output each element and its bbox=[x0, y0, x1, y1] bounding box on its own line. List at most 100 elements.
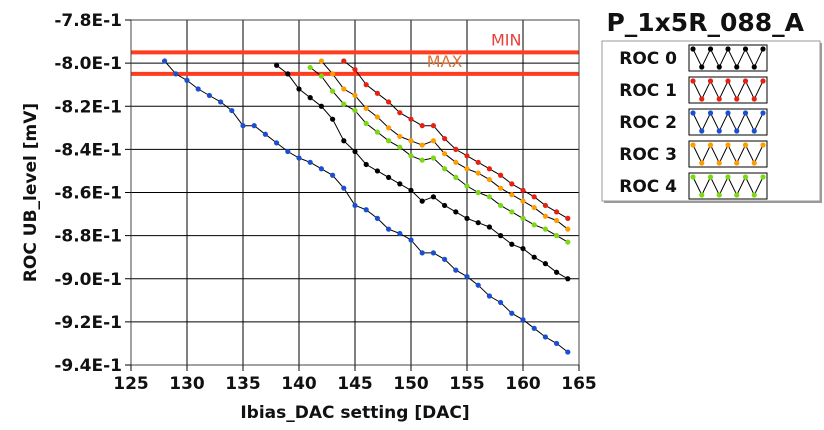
legend: ROC 0 ROC 1 ROC 2 ROC 3 ROC 4 bbox=[601, 40, 822, 203]
data-point bbox=[554, 269, 560, 275]
y-tick-label: -9.0E-1 bbox=[54, 270, 122, 290]
y-tick-label: -7.8E-1 bbox=[54, 11, 122, 31]
data-point bbox=[363, 105, 369, 112]
y-tick-label: -8.8E-1 bbox=[54, 227, 122, 247]
data-point bbox=[486, 176, 492, 183]
data-point bbox=[475, 189, 481, 196]
data-point bbox=[475, 170, 481, 176]
data-point bbox=[408, 153, 414, 159]
data-point bbox=[352, 107, 358, 114]
legend-swatch-point bbox=[699, 192, 705, 198]
data-point bbox=[442, 151, 448, 157]
legend-swatch-point bbox=[734, 96, 740, 102]
data-point bbox=[554, 233, 560, 239]
x-tick-label: 130 bbox=[169, 374, 205, 394]
series-roc-3 bbox=[318, 58, 571, 232]
data-point bbox=[464, 215, 470, 221]
data-point bbox=[542, 334, 549, 340]
legend-swatch-point bbox=[742, 78, 749, 84]
data-point bbox=[318, 73, 324, 79]
data-point bbox=[520, 317, 526, 323]
data-point bbox=[542, 226, 549, 232]
data-point bbox=[408, 237, 414, 243]
data-point bbox=[419, 250, 425, 256]
y-axis-title: ROC UB_level [mV] bbox=[21, 103, 41, 282]
legend-swatch-point bbox=[760, 142, 766, 148]
chart-title: P_1x5R_088_A bbox=[606, 8, 804, 37]
legend-swatch-point bbox=[690, 46, 696, 52]
legend-swatch-point bbox=[742, 46, 749, 52]
data-point bbox=[464, 273, 470, 280]
data-point bbox=[363, 120, 369, 127]
y-tick-label: -8.2E-1 bbox=[54, 97, 122, 117]
series-roc-2 bbox=[162, 58, 571, 355]
data-point bbox=[352, 66, 358, 73]
data-point bbox=[341, 185, 347, 191]
series-roc-0 bbox=[274, 62, 571, 282]
data-point bbox=[531, 325, 537, 331]
legend-label: ROC 1 bbox=[619, 81, 677, 101]
legend-swatch-point bbox=[699, 160, 705, 166]
data-point bbox=[374, 129, 380, 135]
data-point bbox=[341, 58, 347, 64]
y-tick-label: -8.4E-1 bbox=[54, 140, 122, 160]
data-point bbox=[531, 254, 537, 260]
data-point bbox=[285, 148, 291, 155]
data-point bbox=[262, 131, 268, 137]
x-tick-label: 135 bbox=[225, 374, 261, 394]
data-point bbox=[330, 88, 336, 94]
data-point bbox=[374, 215, 380, 221]
limit-label-min: MIN bbox=[491, 30, 522, 49]
data-point bbox=[509, 310, 515, 316]
data-point bbox=[184, 77, 190, 83]
legend-swatch-point bbox=[734, 160, 740, 166]
data-point bbox=[430, 194, 436, 200]
legend-swatch-point bbox=[707, 174, 714, 180]
data-point bbox=[206, 92, 212, 99]
data-point bbox=[542, 261, 549, 267]
data-point bbox=[542, 213, 549, 219]
legend-swatch-point bbox=[725, 174, 731, 180]
legend-swatch-point bbox=[742, 142, 749, 148]
legend-swatch-point bbox=[690, 174, 696, 180]
x-axis-title: Ibias_DAC setting [DAC] bbox=[240, 403, 469, 423]
data-point bbox=[307, 64, 313, 71]
data-point bbox=[397, 144, 403, 150]
data-point bbox=[397, 230, 403, 237]
data-point bbox=[218, 99, 224, 105]
x-tick-label: 155 bbox=[449, 374, 485, 394]
data-point bbox=[397, 181, 403, 187]
data-point bbox=[475, 159, 481, 165]
x-tick-label: 145 bbox=[337, 374, 373, 394]
x-tick-label: 150 bbox=[393, 374, 429, 394]
data-point bbox=[531, 204, 537, 211]
data-point bbox=[229, 107, 235, 114]
data-point bbox=[307, 95, 313, 101]
legend-swatch-point bbox=[716, 160, 722, 166]
data-point bbox=[341, 138, 347, 144]
data-point bbox=[498, 233, 504, 239]
data-point bbox=[464, 166, 470, 172]
data-point bbox=[318, 103, 324, 109]
legend-swatch-point bbox=[716, 96, 722, 102]
data-point bbox=[408, 187, 414, 193]
legend-swatch-point bbox=[716, 128, 722, 134]
data-point bbox=[453, 159, 459, 165]
data-point bbox=[363, 161, 369, 168]
data-point bbox=[442, 135, 448, 142]
legend-swatch-point bbox=[734, 192, 740, 198]
data-point bbox=[442, 166, 448, 172]
legend-swatch-point bbox=[690, 110, 696, 116]
data-point bbox=[162, 58, 168, 64]
legend-label: ROC 2 bbox=[619, 113, 677, 133]
data-point bbox=[565, 226, 571, 232]
legend-swatch-point bbox=[742, 110, 749, 116]
data-point bbox=[251, 123, 257, 129]
data-point bbox=[498, 202, 504, 209]
legend-swatch-point bbox=[760, 46, 766, 52]
legend-swatch-point bbox=[734, 64, 740, 70]
data-point bbox=[554, 209, 560, 215]
legend-swatch-point bbox=[760, 78, 766, 84]
legend-swatch-point bbox=[742, 174, 749, 180]
